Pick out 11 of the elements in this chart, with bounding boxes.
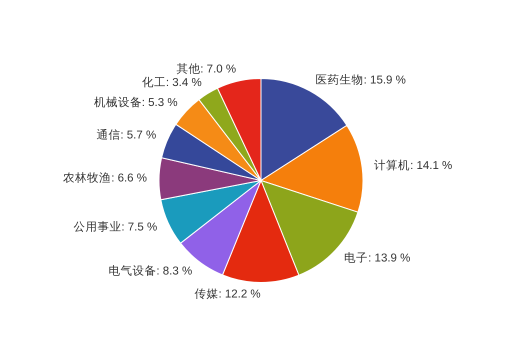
slice-label: 机械设备: 5.3 % <box>94 96 178 109</box>
slice-label: 通信: 5.7 % <box>96 128 156 142</box>
slice-label: 公用事业: 7.5 % <box>73 220 158 234</box>
slice-label: 电气设备: 8.3 % <box>108 264 192 278</box>
slice-label: 电子: 13.9 % <box>344 251 410 264</box>
slice-label: 其他: 7.0 % <box>176 62 236 76</box>
slice-label: 医药生物: 15.9 % <box>316 73 406 86</box>
slice-label: 传媒: 12.2 % <box>194 288 261 300</box>
slice-label: 农林牧渔: 6.6 % <box>63 172 148 185</box>
slice-label: 计算机: 14.1 % <box>374 159 452 172</box>
slice-label: 化工: 3.4 % <box>142 76 202 90</box>
